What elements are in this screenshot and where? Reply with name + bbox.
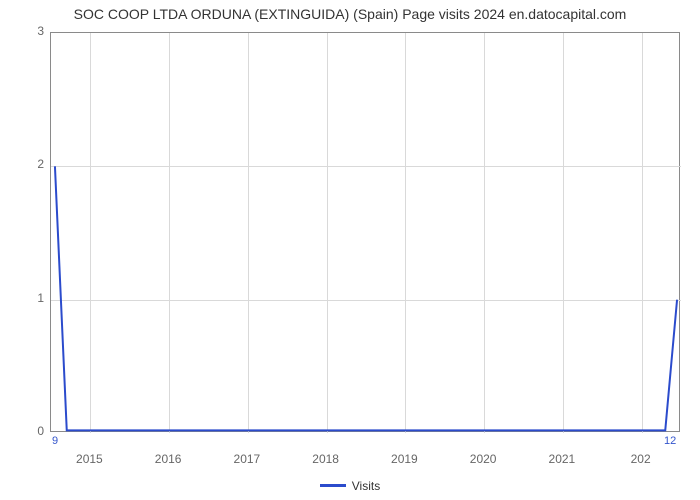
y-tick-label: 0	[26, 424, 44, 438]
x-tick-label: 202	[631, 452, 651, 466]
x-tick-label: 2020	[470, 452, 497, 466]
x-tick-label: 2019	[391, 452, 418, 466]
corner-label-right: 12	[664, 435, 676, 447]
x-tick-label: 2016	[155, 452, 182, 466]
x-tick-label: 2017	[234, 452, 261, 466]
series-line	[51, 33, 681, 433]
legend-swatch	[320, 484, 346, 487]
legend: Visits	[0, 478, 700, 493]
legend-label: Visits	[352, 479, 380, 493]
y-tick-label: 1	[26, 291, 44, 305]
y-tick-label: 3	[26, 24, 44, 38]
chart-title: SOC COOP LTDA ORDUNA (EXTINGUIDA) (Spain…	[0, 6, 700, 22]
x-tick-label: 2018	[312, 452, 339, 466]
y-tick-label: 2	[26, 157, 44, 171]
plot-area	[50, 32, 680, 432]
x-tick-label: 2021	[549, 452, 576, 466]
x-tick-label: 2015	[76, 452, 103, 466]
corner-label-left: 9	[52, 435, 58, 447]
